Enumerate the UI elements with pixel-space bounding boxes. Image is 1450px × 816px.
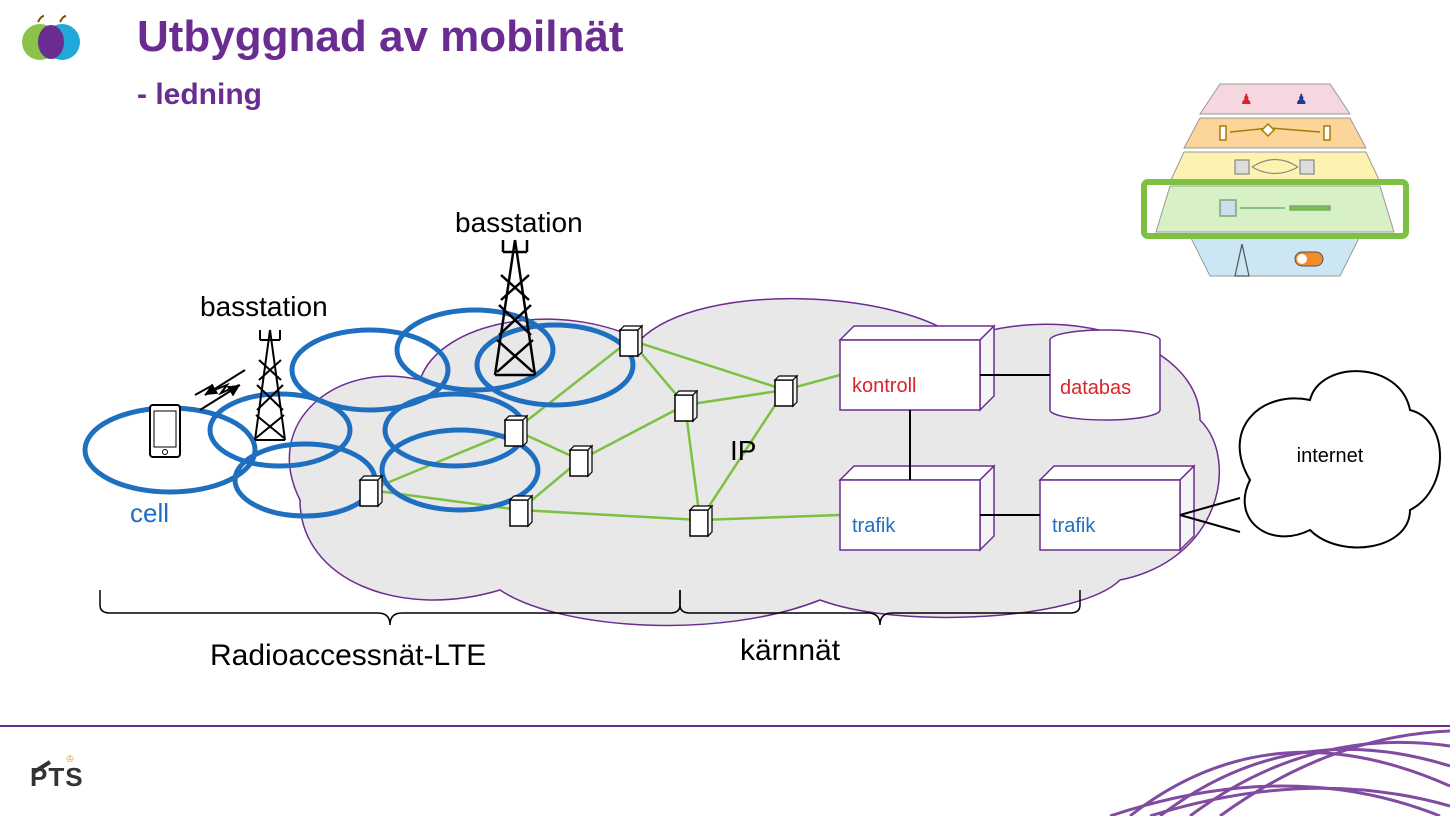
svg-text:♟: ♟ [1240, 91, 1253, 107]
corner-decoration [1070, 726, 1450, 816]
osi-layers-icon: ♟ ♟ [1140, 80, 1410, 300]
pts-logo: ♔ PTS [30, 748, 110, 792]
svg-text:♟: ♟ [1295, 91, 1308, 107]
cell-label: cell [130, 498, 169, 528]
svg-text:trafik: trafik [1052, 515, 1096, 537]
svg-text:trafik: trafik [852, 515, 896, 537]
svg-text:PTS: PTS [30, 762, 84, 792]
radioaccess-label: Radioaccessnät-LTE [210, 639, 486, 672]
svg-text:databas: databas [1060, 377, 1131, 399]
karnnat-label: kärnnät [740, 634, 841, 667]
internet-label: internet [1297, 445, 1364, 467]
phone-icon [150, 405, 180, 457]
basstation2-label: basstation [455, 207, 583, 238]
ip-label: IP [730, 435, 756, 466]
tower1-icon [255, 330, 285, 440]
svg-text:kontroll: kontroll [852, 375, 916, 397]
basstation1-label: basstation [200, 291, 328, 322]
